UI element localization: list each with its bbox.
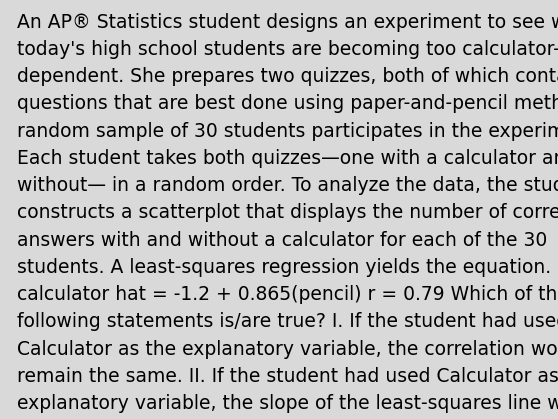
- Text: An AP® Statistics student designs an experiment to see whether
today's high scho: An AP® Statistics student designs an exp…: [17, 13, 558, 419]
